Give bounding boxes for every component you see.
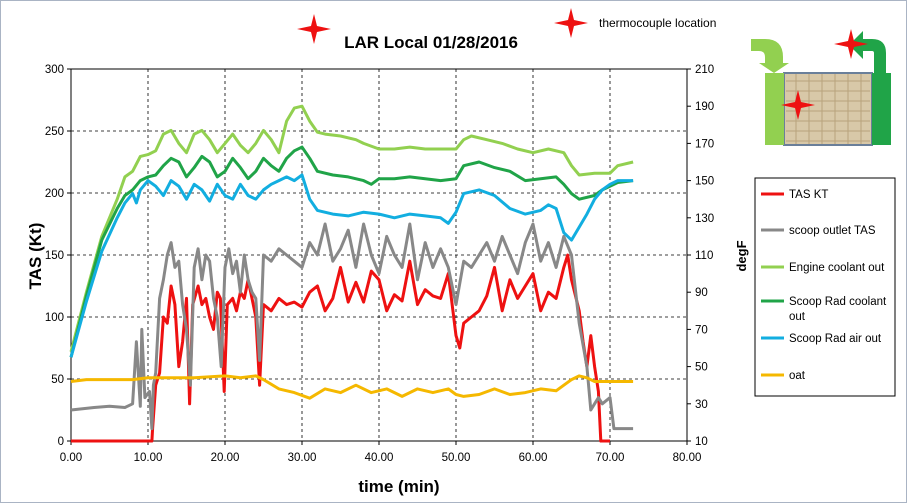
y-tick-label: 200 bbox=[45, 188, 64, 200]
x-tick-label: 60.00 bbox=[519, 452, 548, 464]
thermocouple-star-top bbox=[834, 29, 868, 59]
y2-tick-label: 170 bbox=[695, 138, 714, 150]
y-tick-label: 250 bbox=[45, 126, 64, 138]
y2-tick-label: 210 bbox=[695, 64, 714, 76]
legend-label-tas-kt: TAS KT bbox=[789, 189, 828, 201]
y2-axis-title: degF bbox=[734, 240, 749, 271]
y2-tick-label: 30 bbox=[695, 399, 708, 411]
x-tick-label: 30.00 bbox=[288, 452, 317, 464]
y2-tick-label: 150 bbox=[695, 176, 714, 188]
y2-tick-label: 130 bbox=[695, 213, 714, 225]
inlet-arrow-icon bbox=[751, 39, 789, 73]
series-line-tas-kt bbox=[71, 253, 610, 443]
x-axis-title: time (min) bbox=[358, 477, 439, 496]
x-tick-label: 80.00 bbox=[673, 452, 702, 464]
legend-label-oat: oat bbox=[789, 370, 806, 382]
y-tick-label: 50 bbox=[51, 374, 64, 386]
legend-label-scoop-rad-coolant-out: Scoop Rad coolant out bbox=[789, 296, 887, 323]
star-marker-title bbox=[297, 14, 331, 44]
series-layer bbox=[69, 104, 634, 443]
series-line-engine-coolant-out bbox=[69, 104, 634, 353]
y2-tick-label: 90 bbox=[695, 287, 708, 299]
y-axis-title: TAS (Kt) bbox=[26, 223, 45, 290]
legend: TAS KT scoop outlet TAS Engine coolant out… bbox=[761, 189, 887, 382]
x-tick-label: 50.00 bbox=[442, 452, 471, 464]
chart-title: LAR Local 01/28/2016 bbox=[344, 33, 518, 52]
x-tick-label: 20.00 bbox=[211, 452, 240, 464]
y-tick-label: 100 bbox=[45, 312, 64, 324]
series-line-scoop-rad-air-out bbox=[69, 173, 634, 358]
thermocouple-annotation: thermocouple location bbox=[599, 16, 716, 30]
series-line-scoop-rad-coolant-out bbox=[69, 145, 634, 358]
star-marker-legend bbox=[554, 8, 588, 38]
series-line-scoop-outlet-tas bbox=[70, 222, 634, 431]
thermocouple-star-core bbox=[781, 90, 815, 120]
plot-area bbox=[70, 68, 688, 442]
x-tick-label: 70.00 bbox=[596, 452, 625, 464]
legend-box bbox=[754, 177, 896, 397]
legend-label-scoop-outlet-tas: scoop outlet TAS bbox=[789, 225, 876, 237]
outlet-arrow-icon bbox=[849, 31, 886, 73]
y-tick-label: 150 bbox=[45, 250, 64, 262]
x-tick-label: 40.00 bbox=[365, 452, 394, 464]
x-tick-label: 10.00 bbox=[134, 452, 163, 464]
y2-tick-label: 190 bbox=[695, 101, 714, 113]
y-tick-label: 300 bbox=[45, 64, 64, 76]
legend-label-engine-coolant-out: Engine coolant out bbox=[789, 262, 885, 274]
series-line-oat bbox=[70, 374, 634, 400]
y2-tick-label: 70 bbox=[695, 324, 708, 336]
radiator-outlet-tank bbox=[872, 73, 891, 145]
radiator-inlet-tank bbox=[765, 73, 784, 145]
y2-tick-label: 110 bbox=[695, 250, 713, 262]
y2-tick-label: 10 bbox=[695, 436, 708, 448]
y-tick-label: 0 bbox=[58, 436, 64, 448]
y2-tick-label: 50 bbox=[695, 362, 708, 374]
legend-label-scoop-rad-air-out: Scoop Rad air out bbox=[789, 333, 882, 345]
tick-labels: 0.00 10.00 20.00 30.00 40.00 50.00 60.00 70.00 8… bbox=[45, 64, 714, 464]
radiator-diagram bbox=[751, 29, 891, 146]
x-tick-label: 0.00 bbox=[60, 452, 82, 464]
